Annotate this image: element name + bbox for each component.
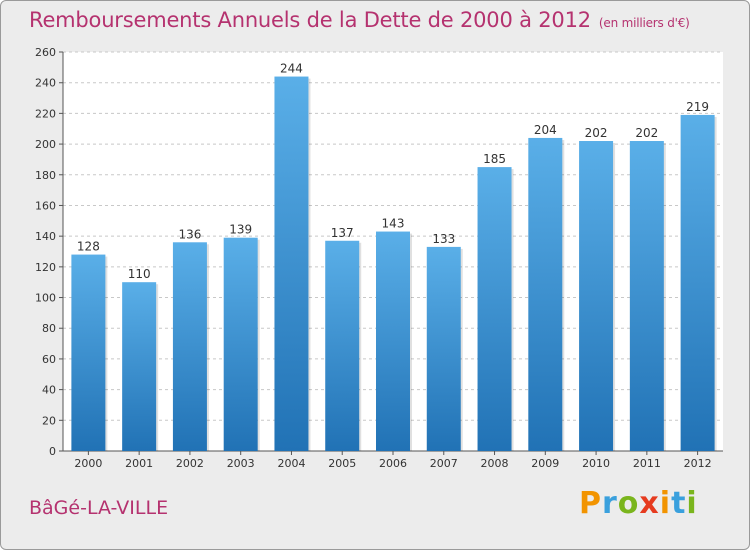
bar-2001 <box>122 282 157 451</box>
data-label-2005: 137 <box>331 226 354 240</box>
y-tick-label: 0 <box>49 445 56 458</box>
bar-2011 <box>629 141 664 451</box>
y-tick-label: 220 <box>35 107 56 120</box>
x-tick-label-2005: 2005 <box>328 457 356 470</box>
x-tick-label-2001: 2001 <box>125 457 153 470</box>
bar-2008 <box>477 167 512 451</box>
y-tick-label: 160 <box>35 199 56 212</box>
data-label-2002: 136 <box>178 227 201 241</box>
data-label-2006: 143 <box>382 217 405 231</box>
axes: 0 20 40 60 80 100 120 140 160 180 200 220 240 260 2000… <box>35 46 723 470</box>
data-label-2003: 139 <box>229 223 252 237</box>
data-label-2011: 202 <box>635 126 658 140</box>
bar-2003 <box>223 237 258 451</box>
chart-unit: (en milliers d'€) <box>598 16 690 30</box>
logo-letter: i <box>659 486 672 521</box>
logo-letter: x <box>639 486 660 521</box>
data-labels: 128 110 136 139 244 137 143 133 185 204 202 202 219 <box>77 62 709 282</box>
x-tick-label-2004: 2004 <box>277 457 305 470</box>
x-tick-label-2012: 2012 <box>684 457 712 470</box>
bar-2002 <box>172 242 207 451</box>
data-label-2012: 219 <box>686 100 709 114</box>
x-tick-label-2011: 2011 <box>633 457 661 470</box>
x-tick-label-2007: 2007 <box>430 457 458 470</box>
y-tick-label: 180 <box>35 169 56 182</box>
y-tick-label: 60 <box>42 353 56 366</box>
logo-letter: o <box>617 486 640 521</box>
data-label-2001: 110 <box>128 267 151 281</box>
x-tick-label-2002: 2002 <box>176 457 204 470</box>
proxiti-logo: Proxiti <box>579 486 698 521</box>
bar-2004 <box>274 76 309 452</box>
logo-letter: P <box>579 486 602 521</box>
x-tick-label-2008: 2008 <box>481 457 509 470</box>
chart-title: Remboursements Annuels de la Dette de 20… <box>29 8 690 32</box>
chart-title-text: Remboursements Annuels de la Dette de 20… <box>29 8 591 32</box>
bar-2012 <box>680 114 715 452</box>
data-label-2010: 202 <box>585 126 608 140</box>
bars <box>71 76 717 452</box>
logo-letter: i <box>686 486 698 521</box>
bar-2005 <box>325 240 360 451</box>
bar-2007 <box>426 246 461 451</box>
y-tick-label: 200 <box>35 138 56 151</box>
bar-2009 <box>528 137 563 451</box>
data-label-2000: 128 <box>77 240 100 254</box>
data-label-2008: 185 <box>483 152 506 166</box>
x-tick-label-2010: 2010 <box>582 457 610 470</box>
town-name: BâGé-LA-VILLE <box>29 497 169 519</box>
bar-2000 <box>71 254 106 451</box>
bar-2010 <box>579 141 614 451</box>
y-tick-label: 20 <box>42 414 56 427</box>
x-tick-label-2000: 2000 <box>74 457 102 470</box>
y-tick-label: 40 <box>42 384 56 397</box>
y-tick-label: 240 <box>35 77 56 90</box>
y-tick-label: 120 <box>35 261 56 274</box>
y-tick-label: 80 <box>42 322 56 335</box>
logo-letter: r <box>602 486 618 521</box>
x-tick-label-2006: 2006 <box>379 457 407 470</box>
y-tick-label: 140 <box>35 230 56 243</box>
y-tick-label: 100 <box>35 292 56 305</box>
data-label-2009: 204 <box>534 123 557 137</box>
logo-letter: t <box>671 486 687 521</box>
data-label-2004: 244 <box>280 62 303 76</box>
bar-2006 <box>376 231 410 451</box>
x-tick-label-2009: 2009 <box>531 457 559 470</box>
data-label-2007: 133 <box>432 232 455 246</box>
x-tick-label-2003: 2003 <box>227 457 255 470</box>
y-tick-label: 260 <box>35 46 56 59</box>
